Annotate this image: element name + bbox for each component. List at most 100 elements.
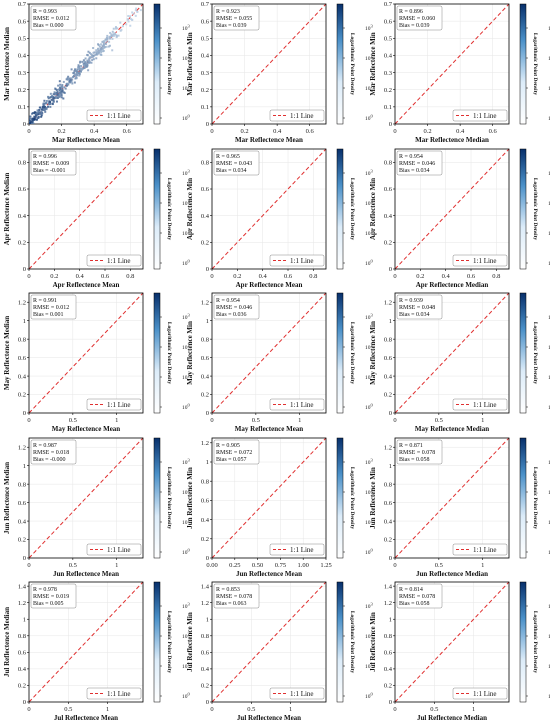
y-tick-label: 1 bbox=[23, 318, 26, 325]
plot-frame bbox=[394, 292, 510, 414]
x-axis-label: May Reflectence Median bbox=[415, 425, 489, 433]
colorbar-label: Logarithmic Point Density bbox=[349, 178, 355, 241]
one-to-one-line bbox=[394, 292, 510, 414]
y-tick-label: 0.8 bbox=[18, 336, 26, 343]
density-point bbox=[73, 81, 76, 84]
y-tick-label: 0.2 bbox=[384, 392, 392, 399]
colorbar-tick-label: 102 bbox=[182, 54, 190, 63]
density-point bbox=[32, 112, 35, 115]
y-tick-label: 0.3 bbox=[18, 70, 26, 77]
density-point bbox=[512, 8, 514, 10]
density-point bbox=[331, 10, 333, 12]
y-tick-label: 0.3 bbox=[384, 70, 392, 77]
density-point bbox=[127, 15, 130, 18]
colorbar-tick-label: 100 bbox=[182, 259, 191, 268]
density-point bbox=[68, 77, 71, 80]
plot-frame bbox=[28, 3, 144, 125]
x-tick-label: 0.2 bbox=[241, 128, 249, 135]
density-point bbox=[53, 91, 56, 94]
density-point bbox=[88, 60, 91, 63]
plot-frame bbox=[394, 3, 510, 125]
density-point bbox=[55, 95, 58, 98]
density-point bbox=[76, 68, 79, 71]
colorbar-tick-label: 103 bbox=[182, 313, 191, 322]
x-tick-label: 0 bbox=[210, 128, 213, 135]
density-point bbox=[95, 53, 98, 56]
density-point bbox=[54, 88, 57, 91]
density-point bbox=[103, 40, 106, 43]
legend-box bbox=[452, 109, 508, 122]
density-point bbox=[58, 96, 61, 99]
density-point bbox=[111, 49, 114, 52]
density-point bbox=[106, 37, 109, 40]
x-axis-label: May Reflectence Mean bbox=[235, 425, 304, 433]
legend-box bbox=[86, 109, 142, 122]
colorbar-tick-label: 100 bbox=[365, 259, 374, 268]
density-point bbox=[79, 60, 82, 63]
x-tick-label: 0.8 bbox=[309, 273, 317, 280]
y-tick-label: 0.8 bbox=[201, 160, 209, 167]
stats-line: Bias = 0.001 bbox=[33, 312, 64, 318]
density-point bbox=[111, 37, 114, 40]
stats-line: R = 0.939 bbox=[399, 298, 423, 304]
density-point bbox=[513, 7, 515, 9]
legend-box bbox=[86, 398, 142, 411]
density-point bbox=[56, 96, 59, 99]
legend-label: 1:1 Line bbox=[107, 112, 131, 120]
colorbar bbox=[336, 3, 344, 125]
density-point bbox=[40, 115, 43, 118]
y-tick-label: 0.6 bbox=[18, 18, 27, 25]
density-point bbox=[100, 49, 103, 52]
density-point bbox=[83, 66, 86, 69]
density-point bbox=[134, 9, 137, 12]
density-point bbox=[60, 94, 63, 97]
density-point bbox=[130, 18, 133, 21]
density-point bbox=[136, 10, 139, 13]
x-tick-label: 1 bbox=[481, 417, 484, 424]
density-point bbox=[59, 89, 62, 92]
one-to-one-line bbox=[28, 292, 144, 414]
stats-line: Bias = 0.039 bbox=[216, 23, 247, 29]
density-point bbox=[101, 45, 104, 48]
x-tick-label: 0.2 bbox=[416, 273, 424, 280]
y-tick-label: 1.2 bbox=[384, 299, 392, 306]
y-tick-label: 0 bbox=[23, 410, 26, 417]
x-tick-label: 0 bbox=[210, 273, 213, 280]
density-point bbox=[67, 83, 70, 86]
colorbar-tick-label: 101 bbox=[182, 84, 190, 93]
density-point bbox=[54, 92, 57, 95]
colorbar-tick-label: 101 bbox=[365, 229, 373, 238]
density-point bbox=[100, 43, 103, 46]
density-point bbox=[71, 82, 74, 85]
density-point bbox=[29, 121, 31, 124]
colorbar-label: Logarithmic Point Density bbox=[166, 178, 172, 241]
density-point bbox=[119, 21, 122, 24]
y-axis-label: Mar Reflectence Min bbox=[369, 32, 377, 95]
density-point bbox=[35, 118, 38, 121]
density-point bbox=[83, 61, 86, 64]
x-tick-label: 0.6 bbox=[489, 128, 498, 135]
stats-line: R = 0.993 bbox=[33, 9, 57, 15]
x-tick-label: 1 bbox=[115, 417, 118, 424]
x-tick-label: 0 bbox=[393, 128, 396, 135]
y-tick-label: 0 bbox=[206, 410, 209, 417]
x-axis-label: Mar Reflectence Median bbox=[415, 136, 489, 144]
density-point bbox=[515, 1, 517, 3]
density-point bbox=[76, 74, 79, 77]
stats-line: R = 0.954 bbox=[216, 298, 240, 304]
colorbar-tick-label: 103 bbox=[365, 313, 374, 322]
colorbar-label: Logarithmic Point Density bbox=[166, 33, 172, 96]
colorbar bbox=[519, 148, 527, 270]
density-point bbox=[30, 117, 33, 120]
density-point bbox=[329, 15, 331, 17]
stats-box bbox=[396, 150, 443, 176]
y-tick-label: 0.6 bbox=[201, 18, 210, 25]
density-point bbox=[63, 86, 66, 89]
x-tick-label: 0.2 bbox=[233, 273, 241, 280]
density-point bbox=[30, 124, 32, 126]
y-tick-label: 0 bbox=[389, 121, 392, 128]
density-point bbox=[60, 92, 63, 95]
y-tick-label: 0.2 bbox=[384, 240, 392, 247]
